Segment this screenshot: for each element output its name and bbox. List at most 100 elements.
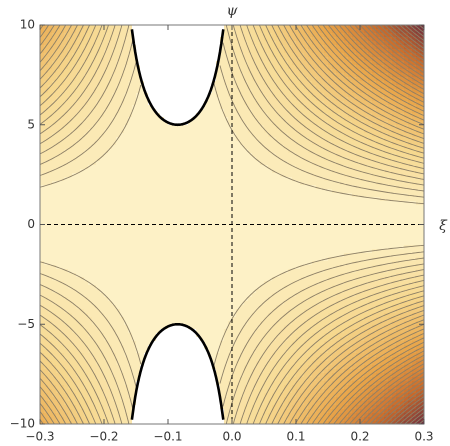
contour-fill [316,161,321,166]
contour-fill [52,73,57,78]
contour-fill [92,45,97,50]
contour-fill [108,33,113,38]
contour-fill [284,149,289,154]
contour-fill [324,29,329,34]
contour-fill [76,129,81,134]
contour-fill [88,229,93,234]
contour-fill [44,77,49,82]
contour-fill [248,169,253,174]
contour-fill [56,69,61,74]
contour-fill [212,69,217,74]
contour-fill [164,157,169,162]
contour-fill [280,153,285,158]
contour-fill [348,101,353,106]
contour-fill [332,57,337,62]
contour-fill [200,213,205,218]
contour-fill [136,89,141,94]
contour-fill [160,29,165,34]
contour-fill [108,137,113,142]
contour-fill [52,77,57,82]
contour-fill [324,185,329,190]
contour-fill [136,97,141,102]
contour-fill [228,153,233,158]
contour-fill [308,189,313,194]
contour-fill [360,229,365,234]
contour-fill [312,153,317,158]
contour-fill [376,213,381,218]
contour-fill [356,69,361,74]
contour-fill [300,149,305,154]
contour-fill [64,125,69,130]
contour-fill [276,201,281,206]
contour-fill [92,53,97,58]
contour-fill [52,25,57,30]
contour-fill [244,213,249,218]
contour-fill [244,105,249,110]
contour-fill [160,93,165,98]
contour-fill [136,181,141,186]
contour-fill [56,25,61,30]
contour-fill [260,85,265,90]
contour-fill [96,213,101,218]
contour-fill [328,121,333,126]
contour-fill [260,157,265,162]
contour-fill [52,161,57,166]
contour-fill [256,149,261,154]
contour-fill [216,173,221,178]
contour-fill [268,93,273,98]
contour-fill [300,165,305,170]
contour-fill [332,29,337,34]
contour-fill [220,217,225,222]
contour-fill [156,97,161,102]
contour-fill [316,81,321,86]
contour-fill [272,133,277,138]
contour-fill [136,209,141,214]
contour-fill [324,141,329,146]
contour-fill [296,217,301,222]
contour-fill [172,41,177,46]
contour-fill [280,133,285,138]
contour-fill [336,89,341,94]
contour-fill [260,89,265,94]
contour-fill [224,145,229,150]
contour-fill [232,65,237,70]
contour-fill [156,157,161,162]
contour-fill [212,197,217,202]
contour-fill [220,193,225,198]
contour-fill [304,41,309,46]
contour-fill [376,229,381,234]
contour-fill [420,81,425,86]
contour-fill [348,205,353,210]
contour-fill [80,221,85,226]
contour-fill [352,161,357,166]
contour-fill [164,193,169,198]
contour-fill [204,225,209,230]
contour-fill [244,141,249,146]
contour-fill [256,217,261,222]
contour-fill [116,189,121,194]
contour-fill [232,201,237,206]
contour-fill [364,177,369,182]
contour-fill [280,229,285,234]
contour-fill [104,85,109,90]
contour-fill [68,81,73,86]
contour-fill [188,221,193,226]
contour-fill [188,57,193,62]
contour-fill [172,165,177,170]
contour-fill [396,181,401,186]
contour-fill [364,37,369,42]
contour-fill [104,105,109,110]
contour-fill [184,93,189,98]
contour-fill [296,33,301,38]
contour-fill [156,101,161,106]
contour-fill [392,97,397,102]
contour-fill [80,129,85,134]
contour-fill [76,93,81,98]
contour-fill [260,197,265,202]
contour-fill [180,69,185,74]
contour-fill [108,177,113,182]
contour-fill [344,205,349,210]
contour-fill [148,113,153,118]
contour-fill [380,145,385,150]
contour-fill [392,37,397,42]
